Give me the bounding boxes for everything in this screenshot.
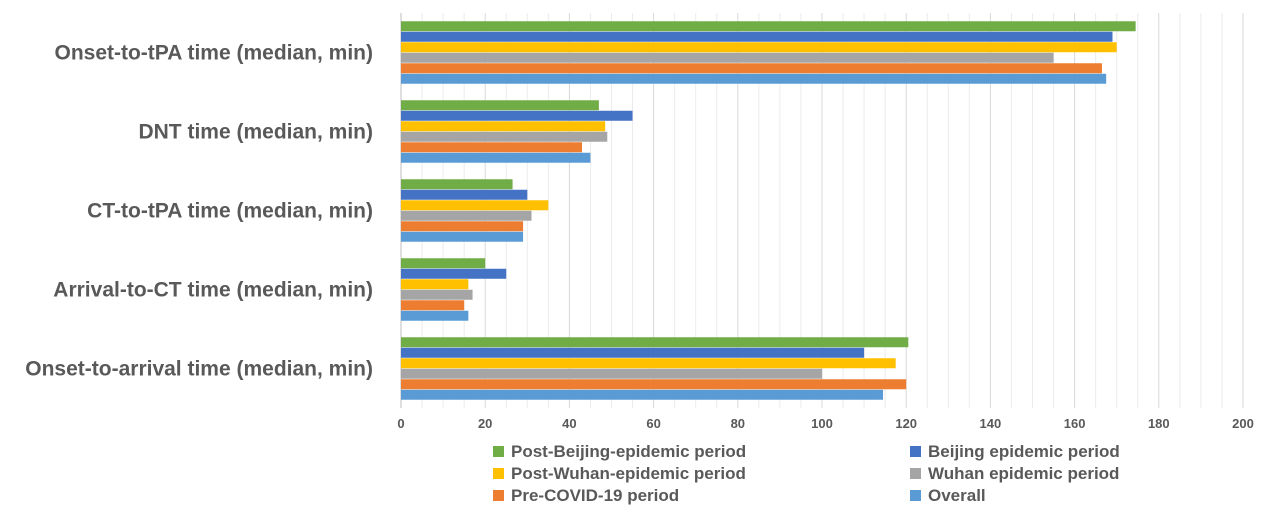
- bar-overall: [401, 310, 469, 321]
- category-label: Onset-to-tPA time (median, min): [54, 42, 373, 65]
- x-tick-label: 140: [980, 416, 1002, 431]
- bar-pre-covid-19-period: [401, 221, 524, 232]
- category-label: Onset-to-arrival time (median, min): [25, 358, 373, 381]
- legend-label: Beijing epidemic period: [928, 442, 1120, 461]
- legend-label: Pre-COVID-19 period: [511, 486, 679, 505]
- bar-pre-covid-19-period: [401, 379, 907, 390]
- x-tick-label: 180: [1148, 416, 1170, 431]
- bar-overall: [401, 231, 524, 242]
- x-tick-label: 40: [562, 416, 576, 431]
- legend-item: Overall: [910, 486, 986, 505]
- legend: Post-Beijing-epidemic period Beijing epid…: [493, 442, 1120, 505]
- bar-pre-covid-19-period: [401, 300, 465, 311]
- bar-post-beijing-epidemic-period: [401, 21, 1136, 32]
- category-label: DNT time (median, min): [138, 121, 373, 144]
- bar-post-wuhan-epidemic-period: [401, 121, 606, 132]
- legend-swatch: [493, 468, 504, 479]
- legend-label: Post-Beijing-epidemic period: [511, 442, 746, 461]
- category-labels: Onset-to-tPA time (median, min) DNT time …: [25, 42, 373, 381]
- x-tick-label: 80: [731, 416, 745, 431]
- bar-overall: [401, 73, 1107, 84]
- bar-post-wuhan-epidemic-period: [401, 42, 1117, 53]
- bar-post-beijing-epidemic-period: [401, 100, 599, 111]
- bar-beijing-epidemic-period: [401, 110, 633, 121]
- x-tick-label: 200: [1232, 416, 1254, 431]
- bar-wuhan-epidemic-period: [401, 52, 1054, 63]
- legend-swatch: [910, 490, 921, 501]
- x-tick-label: 20: [478, 416, 492, 431]
- bar-overall: [401, 389, 884, 400]
- bar-post-beijing-epidemic-period: [401, 258, 486, 269]
- bar-pre-covid-19-period: [401, 63, 1102, 74]
- legend-label: Overall: [928, 486, 986, 505]
- bar-beijing-epidemic-period: [401, 268, 507, 279]
- bar-beijing-epidemic-period: [401, 189, 528, 200]
- bar-post-beijing-epidemic-period: [401, 179, 513, 190]
- bar-pre-covid-19-period: [401, 142, 583, 153]
- bar-wuhan-epidemic-period: [401, 131, 608, 142]
- bar-post-beijing-epidemic-period: [401, 337, 909, 348]
- bar-overall: [401, 152, 591, 163]
- x-tick-label: 0: [397, 416, 404, 431]
- legend-label: Post-Wuhan-epidemic period: [511, 464, 746, 483]
- bar-wuhan-epidemic-period: [401, 289, 473, 300]
- bar-beijing-epidemic-period: [401, 347, 865, 358]
- legend-swatch: [493, 490, 504, 501]
- x-tick-label: 60: [646, 416, 660, 431]
- legend-item: Wuhan epidemic period: [910, 464, 1119, 483]
- bar-post-wuhan-epidemic-period: [401, 358, 896, 369]
- legend-item: Post-Beijing-epidemic period: [493, 442, 746, 461]
- legend-swatch: [910, 468, 921, 479]
- legend-swatch: [910, 446, 921, 457]
- legend-item: Post-Wuhan-epidemic period: [493, 464, 746, 483]
- x-tick-labels: 0 20 40 60 80 100 120 140 160 180 200: [397, 416, 1253, 431]
- bar-wuhan-epidemic-period: [401, 368, 822, 379]
- x-tick-label: 100: [811, 416, 833, 431]
- x-tick-label: 160: [1064, 416, 1086, 431]
- x-tick-label: 120: [895, 416, 917, 431]
- bar-beijing-epidemic-period: [401, 31, 1113, 42]
- category-label: Arrival-to-CT time (median, min): [53, 279, 373, 302]
- legend-item: Pre-COVID-19 period: [493, 486, 679, 505]
- legend-item: Beijing epidemic period: [910, 442, 1120, 461]
- legend-swatch: [493, 446, 504, 457]
- bar-post-wuhan-epidemic-period: [401, 200, 549, 211]
- legend-label: Wuhan epidemic period: [928, 464, 1119, 483]
- bar-post-wuhan-epidemic-period: [401, 279, 469, 290]
- bar-wuhan-epidemic-period: [401, 210, 532, 221]
- category-label: CT-to-tPA time (median, min): [87, 200, 373, 223]
- bars: [401, 21, 1136, 400]
